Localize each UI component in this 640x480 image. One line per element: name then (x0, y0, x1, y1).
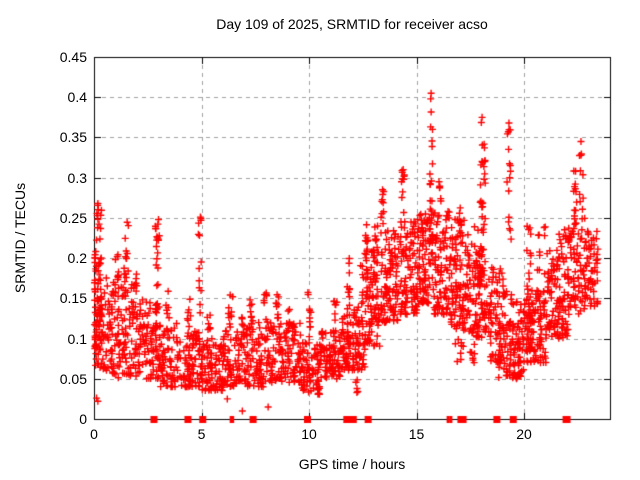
x-tick-label: 10 (301, 426, 317, 442)
y-tick-label: 0.05 (59, 370, 87, 387)
x-tick-label: 5 (197, 426, 206, 442)
y-axis-title: SRMTID / TECUs (12, 182, 28, 294)
y-tick-label: 0.2 (67, 250, 87, 267)
y-tick-label: 0.4 (67, 89, 87, 106)
y-tick-label: 0 (79, 411, 87, 427)
chart-title: Day 109 of 2025, SRMTID for receiver acs… (216, 16, 488, 32)
y-tick-label: 0.45 (59, 49, 87, 65)
y-tick-label: 0.25 (59, 209, 87, 226)
x-axis-title: GPS time / hours (298, 456, 406, 472)
x-tick-label: 0 (90, 426, 98, 442)
x-tick-label: 15 (408, 426, 425, 442)
y-tick-label: 0.3 (67, 169, 87, 186)
y-tick-label: 0.1 (67, 330, 87, 347)
x-tick-label: 20 (516, 426, 532, 442)
y-tick-label: 0.15 (59, 290, 87, 307)
y-tick-label: 0.35 (59, 129, 87, 146)
